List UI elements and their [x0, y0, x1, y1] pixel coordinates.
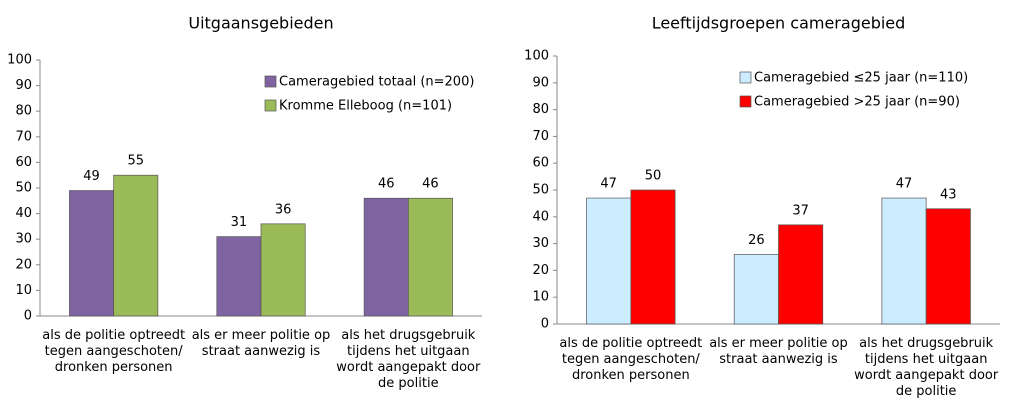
value-label: 55	[127, 154, 144, 169]
value-label: 26	[748, 233, 765, 248]
y-tick-label: 20	[532, 263, 549, 278]
bar	[113, 174, 159, 317]
bar	[363, 197, 409, 317]
y-tick-label: 70	[15, 129, 32, 144]
y-tick-label: 80	[15, 104, 32, 119]
y-tick-label: 30	[532, 236, 549, 251]
y-tick-label: 10	[15, 283, 32, 298]
y-tick-label: 50	[532, 183, 549, 198]
bar	[69, 190, 115, 317]
y-tick-label: 40	[15, 206, 32, 221]
legend-label: Cameragebied >25 jaar (n=90)	[754, 95, 960, 110]
legend-swatch	[264, 75, 277, 88]
value-label: 47	[600, 177, 617, 192]
x-tick-label: als er meer politie op straat aanwezig i…	[191, 328, 331, 359]
value-label: 37	[792, 203, 809, 218]
bar	[778, 224, 824, 325]
bar	[630, 189, 676, 325]
legend-swatch	[739, 71, 752, 84]
legend-label: Cameragebied ≤25 jaar (n=110)	[754, 71, 968, 86]
value-label: 43	[940, 187, 957, 202]
y-tick-label: 0	[541, 317, 549, 332]
bar	[586, 197, 632, 325]
bar	[733, 253, 779, 325]
chart-title: Leeftijdsgroepen cameragebied	[652, 14, 906, 33]
bar	[881, 197, 927, 325]
x-tick-label: als er meer politie op straat aanwezig i…	[709, 336, 848, 367]
y-tick-label: 100	[7, 53, 32, 68]
value-label: 31	[231, 215, 248, 230]
bar	[925, 208, 971, 325]
value-label: 47	[896, 177, 913, 192]
legend-label: Cameragebied totaal (n=200)	[279, 75, 474, 90]
value-label: 46	[422, 177, 439, 192]
legend-swatch	[264, 99, 277, 112]
y-tick-label: 50	[15, 181, 32, 196]
x-tick-label: als het drugsgebruik tijdens het uitgaan…	[336, 328, 481, 391]
y-tick-label: 20	[15, 257, 32, 272]
y-tick-label: 0	[24, 309, 32, 324]
y-tick-label: 80	[532, 102, 549, 117]
y-tick-label: 70	[532, 129, 549, 144]
legend-swatch	[739, 95, 752, 108]
bar	[407, 197, 453, 317]
y-tick-label: 10	[532, 290, 549, 305]
y-tick-label: 60	[532, 156, 549, 171]
bar	[216, 236, 262, 317]
x-tick-label: als het drugsgebruik tijdens het uitgaan…	[854, 336, 999, 399]
legend-label: Kromme Elleboog (n=101)	[279, 99, 452, 114]
y-tick-label: 90	[532, 75, 549, 90]
value-label: 50	[645, 169, 662, 184]
chart-title: Uitgaansgebieden	[188, 14, 333, 33]
y-tick-label: 90	[15, 78, 32, 93]
y-tick-label: 30	[15, 232, 32, 247]
bar	[260, 223, 306, 317]
value-label: 49	[83, 169, 100, 184]
value-label: 36	[275, 202, 292, 217]
x-tick-label: als de politie optreedt tegen aangeschot…	[42, 328, 186, 375]
y-tick-label: 60	[15, 155, 32, 170]
x-tick-label: als de politie optreedt tegen aangeschot…	[559, 336, 703, 383]
value-label: 46	[378, 177, 395, 192]
y-tick-label: 100	[524, 49, 549, 64]
y-tick-label: 40	[532, 209, 549, 224]
